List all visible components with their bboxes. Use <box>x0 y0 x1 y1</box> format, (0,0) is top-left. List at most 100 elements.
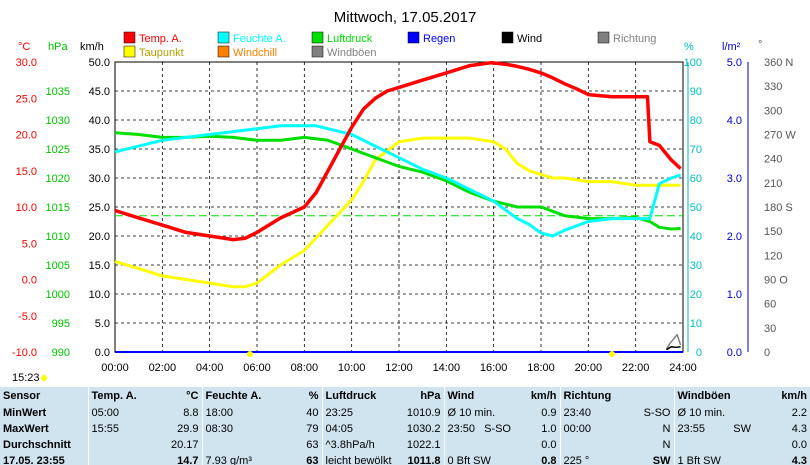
series-line-taupunkt <box>114 136 681 289</box>
wind-value: 1.0 <box>541 423 557 435</box>
hum-value: 63 <box>306 439 319 451</box>
gust-header: Windböen <box>673 387 754 405</box>
wind-beaufort: 0 Bft SW <box>443 453 514 465</box>
humidity-tick-label: 20 <box>690 289 702 301</box>
weather-chart: Mittwoch, 17.05.2017 Temp. A. Feuchte A. L… <box>12 9 796 384</box>
pressure-tick-label: 1025 <box>46 144 70 156</box>
pressure-unit-label: hPa <box>48 41 68 53</box>
row-label: Durchschnitt <box>3 439 71 451</box>
temp-tick-label: -5.0 <box>18 311 37 323</box>
gust-max-direction: SW <box>733 423 751 435</box>
direction-tick-label: 240 <box>764 154 782 166</box>
direction-tick-label: 360 N <box>764 57 793 69</box>
legend-label: Luftdruck <box>327 33 373 45</box>
gust-time: Ø 10 min. <box>673 405 754 421</box>
x-tick-label: 00:00 <box>101 362 129 374</box>
row-label: MaxWert <box>3 423 49 435</box>
hum-value: 79 <box>306 423 319 435</box>
dir-value: S-SO <box>643 407 671 419</box>
series-line-temp-a- <box>114 60 682 242</box>
time-band: 15:23 <box>12 351 615 384</box>
humidity-tick-label: 50 <box>690 202 702 214</box>
wind-tick-label: 10.0 <box>89 289 110 301</box>
dir-time <box>559 437 640 453</box>
temp-time: 15:55 <box>87 421 142 437</box>
press-time: 23:25 <box>321 405 402 421</box>
temp-tick-label: 15.0 <box>16 166 37 178</box>
legend-swatch <box>407 31 420 44</box>
temp-value: 8.8 <box>183 407 199 419</box>
humidity-tick-label: 70 <box>690 144 702 156</box>
pressure-tick-label: 1010 <box>46 231 70 243</box>
legend-swatch <box>123 31 136 44</box>
wind-max-time: 23:50 <box>447 423 476 435</box>
dir-degrees: 225 ° <box>559 453 640 465</box>
pressure-tick-label: 1030 <box>46 115 70 127</box>
rain-tick-label: 1.0 <box>727 289 742 301</box>
pressure-tick-label: 995 <box>52 318 70 330</box>
legend-label: Temp. A. <box>139 33 182 45</box>
x-tick-label: 08:00 <box>291 362 319 374</box>
wind-tick-label: 15.0 <box>89 260 110 272</box>
hum-time <box>201 437 282 453</box>
humidity-tick-label: 60 <box>690 173 702 185</box>
pressure-tick-label: 1015 <box>46 202 70 214</box>
series-group <box>114 60 683 353</box>
humidity-tick-label: 30 <box>690 260 702 272</box>
statistics-table: Sensor Temp. A. °C Feuchte A. % Luftdruc… <box>0 387 810 465</box>
rain-tick-label: 2.0 <box>727 231 742 243</box>
press-header: Luftdruck <box>321 387 402 405</box>
dir-value: N <box>662 423 671 435</box>
pressure-tick-label: 1000 <box>46 289 70 301</box>
press-unit: hPa <box>420 390 441 402</box>
temp-unit-label: °C <box>18 41 30 53</box>
hum-value: 63 <box>306 455 319 465</box>
wind-time: 23:50 S-SO <box>443 421 514 437</box>
legend-label: Richtung <box>613 33 656 45</box>
wind-tick-label: 50.0 <box>89 57 110 69</box>
temp-time <box>87 437 142 453</box>
legend-label: Taupunkt <box>139 47 184 59</box>
wind-time <box>443 437 514 453</box>
humidity-tick-label: 80 <box>690 115 702 127</box>
temp-value: 14.7 <box>177 455 199 465</box>
press-value: 1011.8 <box>407 455 441 465</box>
dir-time: 00:00 <box>559 421 640 437</box>
dir-header: Richtung <box>559 387 640 405</box>
press-time: 04:05 <box>321 421 402 437</box>
direction-tick-label: 300 <box>764 105 782 117</box>
temp-tick-label: 10.0 <box>16 202 37 214</box>
pressure-tick-label: 990 <box>52 347 70 359</box>
direction-tick-label: 180 S <box>764 202 793 214</box>
gust-beaufort: 1 Bft SW <box>673 453 754 465</box>
legend-swatch <box>217 45 230 58</box>
humidity-tick-label: 90 <box>690 86 702 98</box>
humidity-tick-label: 40 <box>690 231 702 243</box>
hum-time: 18:00 <box>201 405 282 421</box>
temp-header: Temp. A. <box>87 387 142 405</box>
series-line-wind <box>666 346 681 351</box>
x-tick-label: 02:00 <box>149 362 177 374</box>
stats-row-max: MaxWert 15:55 29.9 08:30 79 04:05 1030.2… <box>0 421 810 437</box>
grid <box>115 62 683 352</box>
direction-unit-label: ° <box>758 39 762 51</box>
direction-tick-label: 90 O <box>764 275 788 287</box>
series-line-feuchte-a- <box>114 124 682 238</box>
temp-value: 29.9 <box>177 423 199 435</box>
x-tick-label: 20:00 <box>575 362 603 374</box>
stats-row-current: 17.05. 23:55 14.7 7.93 g/m³ 63 leicht be… <box>0 453 810 465</box>
gust-value: 4.3 <box>791 455 807 465</box>
sunset-marker-icon <box>609 351 615 357</box>
wind-value: 0.8 <box>541 455 557 465</box>
gust-value: 2.2 <box>791 407 807 419</box>
legend-swatch <box>501 31 514 44</box>
x-tick-label: 18:00 <box>527 362 555 374</box>
x-tick-label: 14:00 <box>433 362 461 374</box>
press-value: 1010.9 <box>406 407 441 419</box>
sunrise-marker-icon <box>246 351 253 357</box>
wind-tick-label: 0.0 <box>95 347 110 359</box>
direction-tick-label: 60 <box>764 299 776 311</box>
direction-tick-label: 30 <box>764 323 776 335</box>
wind-header: Wind <box>443 387 514 405</box>
hum-unit: % <box>308 390 319 402</box>
